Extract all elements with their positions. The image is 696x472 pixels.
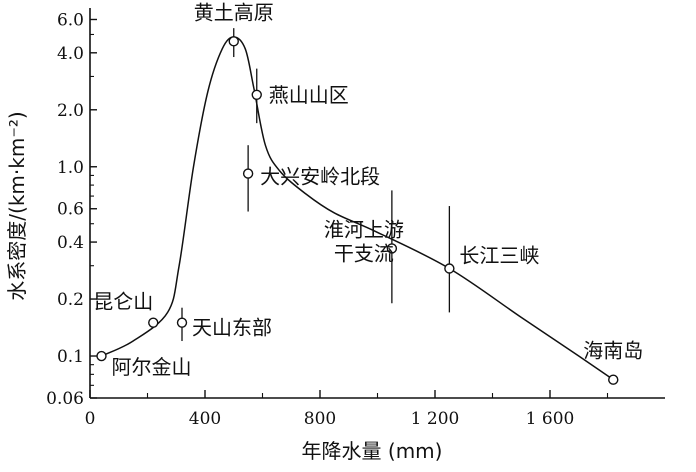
point-label-line: 长江三峡 — [459, 244, 539, 268]
marks-layer — [96, 28, 619, 385]
x-tick-label: 1 200 — [411, 409, 460, 429]
point-label-line: 干支流 — [334, 241, 394, 265]
data-point — [96, 350, 107, 362]
point-label: 阿尔金山 — [112, 355, 192, 379]
y-tick-label: 2.0 — [57, 101, 84, 121]
point-label-line: 黄土高原 — [194, 0, 274, 24]
x-axis-title: 年降水量 (mm) — [302, 439, 443, 463]
y-tick-label: 6.0 — [57, 10, 84, 30]
data-point — [251, 89, 262, 101]
data-point — [176, 317, 188, 328]
point-label-line: 淮河上游 — [324, 217, 404, 241]
y-tick-label: 4.0 — [57, 44, 84, 64]
data-point — [228, 36, 239, 47]
x-tick-label: 0 — [85, 409, 96, 429]
point-label: 海南岛 — [583, 339, 643, 363]
axes-layer: 0.06 0.1 0.2 0.4 0.6 1.0 2.0 4.0 6.0 0 400 800 1 200… — [46, 8, 665, 429]
curve-layer — [101, 36, 614, 381]
point-label: 大兴安岭北段 — [260, 165, 380, 189]
data-point — [148, 317, 159, 328]
x-tick-label: 800 — [304, 409, 336, 429]
y-tick-label: 0.1 — [57, 347, 84, 367]
data-point — [386, 243, 398, 254]
point-label-line: 昆仑山 — [93, 290, 153, 314]
point-label-line: 大兴安岭北段 — [260, 165, 380, 189]
y-axis-title: 水系密度/(km·km⁻²) — [5, 111, 29, 300]
point-label: 黄土高原 — [194, 0, 274, 24]
y-tick-label: 0.06 — [46, 389, 84, 409]
data-point — [444, 263, 455, 274]
data-point — [608, 374, 619, 385]
point-label-line: 燕山山区 — [269, 83, 349, 107]
y-tick-label: 1.0 — [57, 158, 84, 178]
y-tick-label: 0.4 — [57, 233, 84, 253]
point-label: 长江三峡 — [459, 244, 539, 268]
y-tick-label: 0.2 — [57, 290, 84, 310]
trend-curve — [101, 36, 614, 381]
x-tick-label: 400 — [189, 409, 221, 429]
x-tick-label: 1 600 — [526, 409, 575, 429]
point-label-line: 天山东部 — [192, 316, 272, 340]
point-label-line: 海南岛 — [583, 339, 643, 363]
data-point — [242, 168, 254, 179]
y-tick-label: 0.6 — [57, 200, 84, 220]
point-label-line: 阿尔金山 — [112, 355, 192, 379]
point-label: 天山东部 — [192, 316, 272, 340]
point-label: 淮河上游干支流 — [324, 217, 404, 265]
point-label: 昆仑山 — [93, 290, 153, 314]
point-label: 燕山山区 — [269, 83, 349, 107]
